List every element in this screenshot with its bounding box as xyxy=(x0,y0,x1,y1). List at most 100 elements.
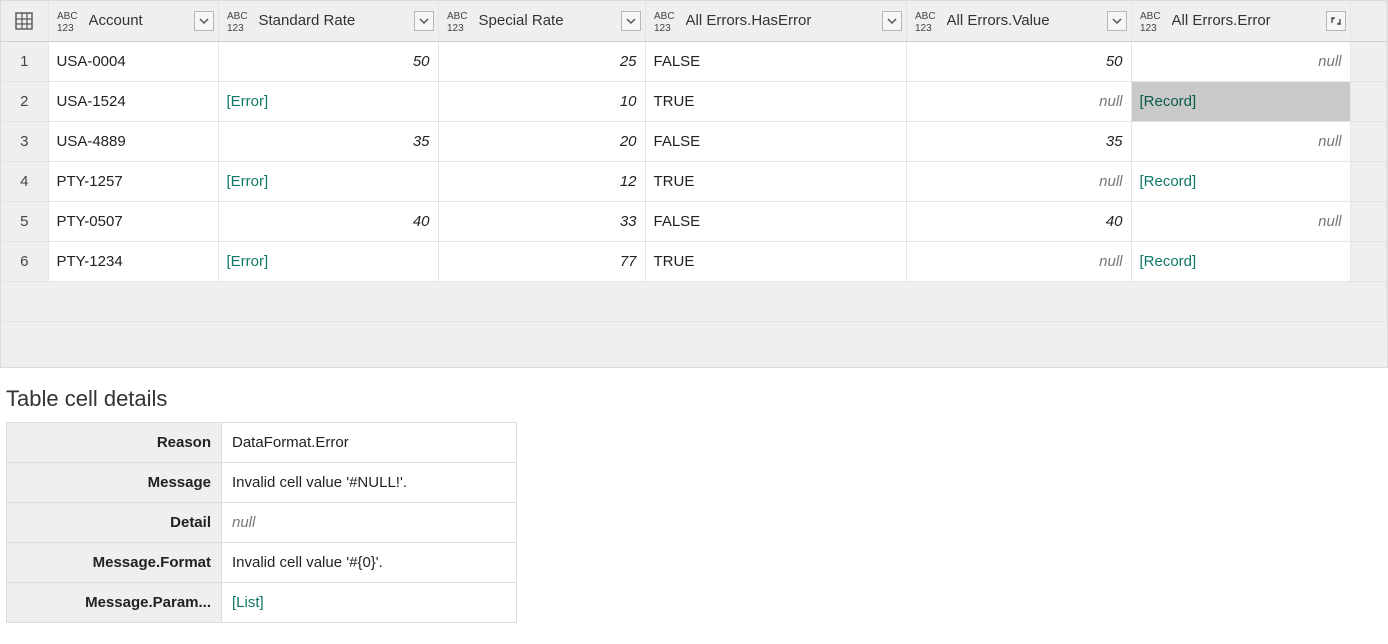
datatype-any-icon[interactable]: ABC123 xyxy=(445,8,473,34)
row-spacer xyxy=(1350,41,1387,81)
cell-text: TRUE xyxy=(654,173,695,190)
table-cell[interactable]: TRUE xyxy=(645,161,906,201)
table-cell[interactable]: 33 xyxy=(438,201,645,241)
table-cell[interactable]: 40 xyxy=(906,201,1131,241)
datatype-any-icon[interactable]: ABC123 xyxy=(55,8,83,34)
details-key: Message.Param... xyxy=(7,583,222,623)
table-cell[interactable]: TRUE xyxy=(645,241,906,281)
table-cell[interactable]: 35 xyxy=(906,121,1131,161)
row-number[interactable]: 5 xyxy=(1,201,48,241)
table-cell[interactable]: 20 xyxy=(438,121,645,161)
column-header[interactable]: ABC123All Errors.Value xyxy=(906,1,1131,41)
details-value: Invalid cell value '#{0}'. xyxy=(222,543,517,583)
row-number[interactable]: 6 xyxy=(1,241,48,281)
table-row[interactable]: 1USA-0004 50 25 FALSE 50 null xyxy=(1,41,1387,81)
table-cell[interactable]: FALSE xyxy=(645,121,906,161)
table-cell[interactable]: TRUE xyxy=(645,81,906,121)
table-cell[interactable]: [Record] xyxy=(1131,161,1350,201)
table-cell[interactable]: USA-0004 xyxy=(48,41,218,81)
details-title: Table cell details xyxy=(0,368,1388,422)
row-spacer xyxy=(1350,121,1387,161)
cell-text: FALSE xyxy=(654,53,701,70)
filter-dropdown-icon[interactable] xyxy=(1107,11,1127,31)
filter-dropdown-icon[interactable] xyxy=(621,11,641,31)
table-cell[interactable]: [Record] xyxy=(1131,241,1350,281)
details-value[interactable]: [List] xyxy=(222,583,517,623)
datatype-any-icon[interactable]: ABC123 xyxy=(652,8,680,34)
column-header[interactable]: ABC123Account xyxy=(48,1,218,41)
table-cell[interactable]: [Error] xyxy=(218,81,438,121)
row-spacer xyxy=(1350,161,1387,201)
expand-column-icon[interactable] xyxy=(1326,11,1346,31)
table-cell[interactable]: [Record] xyxy=(1131,81,1350,121)
column-header[interactable]: ABC123Special Rate xyxy=(438,1,645,41)
table-cell[interactable]: PTY-1234 xyxy=(48,241,218,281)
cell-number: 50 xyxy=(1106,53,1123,70)
table-cell[interactable]: 12 xyxy=(438,161,645,201)
filter-dropdown-icon[interactable] xyxy=(414,11,434,31)
filter-dropdown-icon[interactable] xyxy=(194,11,214,31)
header-spacer xyxy=(1350,1,1387,41)
cell-text: FALSE xyxy=(654,133,701,150)
table-cell[interactable]: 25 xyxy=(438,41,645,81)
svg-text:123: 123 xyxy=(57,23,74,34)
svg-text:123: 123 xyxy=(1140,23,1157,34)
table-cell[interactable]: PTY-0507 xyxy=(48,201,218,241)
details-row: Message.FormatInvalid cell value '#{0}'. xyxy=(7,543,517,583)
datatype-any-icon[interactable]: ABC123 xyxy=(913,8,941,34)
table-row[interactable]: 6PTY-1234[Error]77TRUEnull[Record] xyxy=(1,241,1387,281)
table-cell[interactable]: PTY-1257 xyxy=(48,161,218,201)
table-cell[interactable]: 77 xyxy=(438,241,645,281)
table-cell[interactable]: [Error] xyxy=(218,161,438,201)
table-cell[interactable]: null xyxy=(1131,121,1350,161)
table-cell[interactable]: 35 xyxy=(218,121,438,161)
table-cell[interactable]: FALSE xyxy=(645,41,906,81)
details-link: [List] xyxy=(232,594,264,611)
table-cell[interactable]: 40 xyxy=(218,201,438,241)
filter-dropdown-icon[interactable] xyxy=(882,11,902,31)
cell-null: null xyxy=(1099,93,1122,110)
cell-number: 20 xyxy=(620,133,637,150)
table-cell[interactable]: FALSE xyxy=(645,201,906,241)
table-cell[interactable]: null xyxy=(1131,201,1350,241)
cell-link: [Record] xyxy=(1140,93,1197,110)
column-header[interactable]: ABC123 All Errors.Error xyxy=(1131,1,1350,41)
table-cell[interactable]: null xyxy=(1131,41,1350,81)
table-row[interactable]: 4 PTY-1257 [Error] 12 TRUE null [Record] xyxy=(1,161,1387,201)
details-row: MessageInvalid cell value '#NULL!'. xyxy=(7,463,517,503)
details-text: Invalid cell value '#{0}'. xyxy=(232,554,383,571)
details-key: Reason xyxy=(7,423,222,463)
cell-link: [Record] xyxy=(1140,173,1197,190)
table-cell[interactable]: USA-4889 xyxy=(48,121,218,161)
table-cell[interactable]: null xyxy=(906,81,1131,121)
cell-number: 50 xyxy=(413,53,430,70)
column-header[interactable]: ABC123Standard Rate xyxy=(218,1,438,41)
cell-number: 12 xyxy=(620,173,637,190)
row-number[interactable]: 1 xyxy=(1,41,48,81)
table-cell[interactable]: USA-1524 xyxy=(48,81,218,121)
table-row[interactable]: 3USA-48893520FALSE35null xyxy=(1,121,1387,161)
table-cell[interactable]: null xyxy=(906,241,1131,281)
details-row: Detailnull xyxy=(7,503,517,543)
table-cell[interactable]: 10 xyxy=(438,81,645,121)
table-cell[interactable]: [Error] xyxy=(218,241,438,281)
row-number[interactable]: 3 xyxy=(1,121,48,161)
row-number[interactable]: 4 xyxy=(1,161,48,201)
datatype-any-icon[interactable]: ABC123 xyxy=(225,8,253,34)
cell-number: 35 xyxy=(413,133,430,150)
table-row[interactable]: 5PTY-05074033FALSE40null xyxy=(1,201,1387,241)
table-cell[interactable]: 50 xyxy=(218,41,438,81)
datatype-any-icon[interactable]: ABC123 xyxy=(1138,8,1166,34)
column-header[interactable]: ABC123All Errors.HasError xyxy=(645,1,906,41)
details-null: null xyxy=(232,514,255,531)
table-row[interactable]: 2USA-1524[Error]10TRUE null [Record] xyxy=(1,81,1387,121)
column-label: All Errors.Error xyxy=(1172,12,1322,29)
table-corner-icon[interactable] xyxy=(1,1,48,41)
svg-text:123: 123 xyxy=(915,23,932,34)
table-cell[interactable]: 50 xyxy=(906,41,1131,81)
table-cell[interactable]: null xyxy=(906,161,1131,201)
row-number[interactable]: 2 xyxy=(1,81,48,121)
svg-text:ABC: ABC xyxy=(227,11,248,22)
cell-text: PTY-1257 xyxy=(57,173,123,190)
cell-null: null xyxy=(1318,213,1341,230)
